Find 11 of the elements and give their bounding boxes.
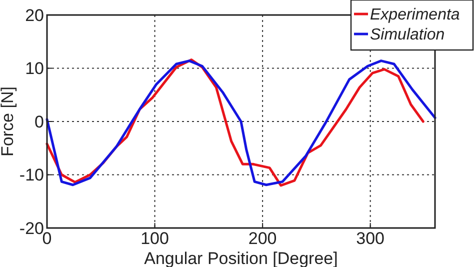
y-axis-title: Force [N]	[0, 86, 17, 156]
y-tick-label: 0	[34, 112, 44, 132]
x-tick-label: 100	[140, 229, 169, 248]
legend-label: Experimenta	[370, 6, 460, 24]
y-tick-label: -20	[19, 218, 44, 238]
y-tick-label: 10	[25, 59, 44, 78]
legend-label: Simulation	[370, 26, 445, 44]
y-tick-label: -10	[19, 166, 44, 185]
x-tick-label: 200	[248, 229, 277, 248]
y-tick-label: 20	[25, 6, 44, 25]
x-tick-label: 300	[356, 229, 385, 248]
